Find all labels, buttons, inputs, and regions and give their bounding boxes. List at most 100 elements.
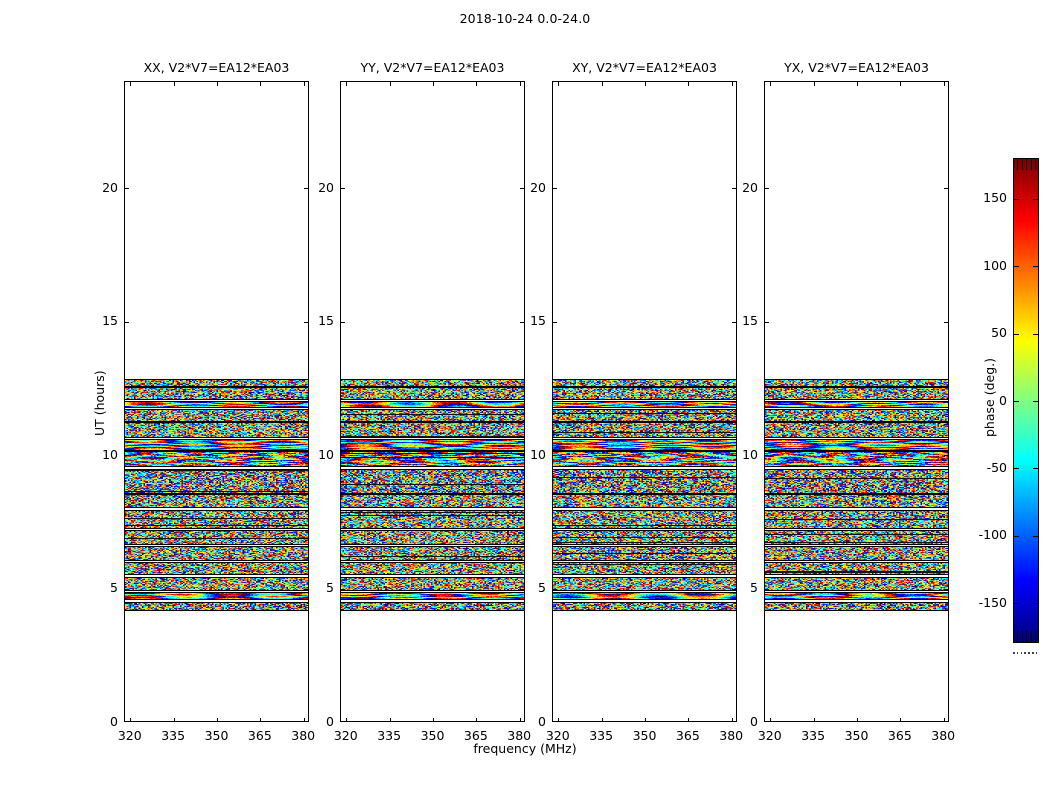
x-tick-mark-top [813,82,815,86]
x-tick-mark [645,718,646,721]
x-tick-mark-top [476,82,478,86]
x-tick-mark-top [900,82,902,86]
colorbar-underline-dot [1032,652,1034,654]
colorbar-tick-mark [1014,603,1019,605]
y-axis-label: UT (hours) [92,369,107,436]
colorbar-tick-label: 0 [999,392,1007,408]
x-tick-mark [770,718,772,721]
y-tick-mark-right [732,455,736,457]
y-tick-mark [125,188,129,190]
x-tick-mark-top [857,82,858,86]
x-axis-label: frequency (MHz) [473,741,577,756]
colorbar-cap-hatch [1014,631,1038,642]
x-tick-mark [943,718,945,721]
y-tick-mark [765,455,769,457]
y-tick-mark [341,321,345,323]
colorbar-underline [1013,652,1039,655]
y-tick-mark-right [520,588,524,590]
y-tick-label: 0 [750,714,758,729]
x-tick-mark [476,718,478,721]
y-tick-label: 10 [318,446,334,462]
x-tick-mark-top [688,82,690,86]
x-tick-label: 320 [333,728,358,743]
y-tick-mark [765,321,769,323]
plot-panel-xy[interactable] [552,81,737,722]
y-tick-mark-right [520,455,524,457]
y-tick-mark [553,588,557,590]
y-tick-label: 5 [110,580,118,596]
colorbar[interactable] [1013,158,1039,643]
colorbar-underline-dot [1035,652,1038,654]
y-tick-label: 20 [742,179,758,195]
x-tick-mark-top [731,82,733,86]
colorbar-tick-label: -50 [986,459,1007,475]
colorbar-tick-mark [1014,468,1019,470]
x-tick-label: 350 [420,728,445,743]
colorbar-tick-mark [1014,535,1019,537]
x-tick-mark [433,718,434,721]
y-tick-mark-right [944,455,948,457]
y-tick-label: 10 [742,446,758,462]
y-tick-label: 15 [318,313,334,329]
x-tick-mark [900,718,902,721]
x-tick-label: 380 [719,728,744,743]
y-tick-label: 15 [742,313,758,329]
colorbar-underline-dot [1013,652,1015,654]
y-tick-mark-right [732,188,736,190]
y-tick-label: 15 [102,313,118,329]
colorbar-tick-mark [1014,266,1019,268]
y-tick-mark [341,455,345,457]
x-tick-mark-top [303,82,305,86]
y-tick-label: 5 [326,580,334,596]
plot-panel-xx[interactable] [124,81,309,722]
x-tick-label: 365 [463,728,488,743]
y-tick-label: 20 [102,179,118,195]
plot-panel-yy[interactable] [340,81,525,722]
x-tick-mark-top [433,82,434,86]
colorbar-tick-mark-right [1033,198,1038,200]
x-tick-mark-top [770,82,772,86]
colorbar-tick-label: -100 [978,527,1007,543]
colorbar-tick-mark [1014,198,1019,200]
x-tick-mark [857,718,858,721]
colorbar-tick-mark-right [1033,333,1038,335]
y-tick-mark-right [944,188,948,190]
x-tick-mark [558,718,560,721]
colorbar-tick-label: 100 [983,257,1007,273]
colorbar-tick-mark [1014,401,1019,402]
x-tick-mark [389,718,391,721]
colorbar-tick-mark-right [1033,401,1038,402]
panel-title-xx: XX, V2*V7=EA12*EA03 [143,60,290,75]
y-tick-mark [765,588,769,590]
x-tick-label: 350 [844,728,869,743]
colorbar-underline-dot [1016,652,1019,654]
y-tick-label: 0 [110,714,118,729]
x-tick-label: 335 [161,728,186,743]
y-tick-label: 20 [318,179,334,195]
x-tick-mark [130,718,132,721]
x-tick-mark-top [217,82,218,86]
x-tick-mark [519,718,521,721]
colorbar-tick-label: 50 [991,325,1007,341]
heatmap-image-xy [553,379,736,611]
x-tick-label: 350 [632,728,657,743]
heatmap-image-yx [765,379,948,611]
y-tick-mark [765,188,769,190]
x-tick-label: 335 [589,728,614,743]
y-tick-mark [125,588,129,590]
panel-title-yy: YY, V2*V7=EA12*EA03 [360,60,505,75]
x-tick-mark [173,718,175,721]
colorbar-tick-mark [1014,333,1019,335]
plot-panel-yx[interactable] [764,81,949,722]
colorbar-gradient-canvas [1014,159,1038,642]
y-tick-mark [125,455,129,457]
y-tick-label: 5 [538,580,546,596]
x-tick-mark [260,718,262,721]
y-tick-mark-right [732,588,736,590]
x-tick-mark [601,718,603,721]
panel-title-xy: XY, V2*V7=EA12*EA03 [572,60,717,75]
colorbar-cap-hatch [1014,159,1038,170]
x-tick-mark [303,718,305,721]
colorbar-tick-mark-right [1033,535,1038,537]
y-tick-label: 0 [538,714,546,729]
